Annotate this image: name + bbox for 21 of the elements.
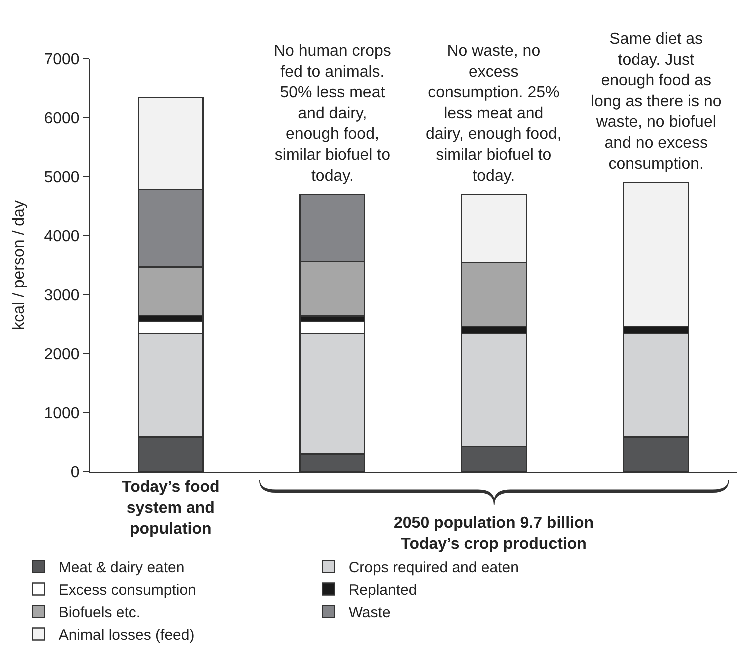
legend-label: Waste: [348, 604, 391, 622]
y-tick-label: 5000: [44, 170, 80, 187]
y-axis-title: kcal / person / day: [11, 200, 28, 330]
y-tick-label: 1000: [44, 406, 80, 423]
y-tick-label: 4000: [44, 228, 80, 246]
y-tick-label: 7000: [44, 52, 80, 69]
annotation: No human crops fed to animals. 50% less meat and dairy, enough food, similar biofuel to today.: [274, 43, 392, 185]
legend-label: Biofuels etc.: [58, 604, 141, 622]
y-tick-label: 6000: [44, 110, 80, 128]
legend-label: Animal losses (feed): [58, 627, 195, 644]
legend-label: Meat & dairy eaten: [58, 560, 185, 577]
y-tick-label: 3000: [44, 288, 80, 305]
annotation: Same diet as today. Just enough food as long as there is no waste, no biofuel and no excess consumption.: [591, 31, 722, 173]
y-tick-label: 0: [70, 464, 80, 482]
x-tick-label: Today’s food system and population: [122, 479, 220, 538]
legend-label: Replanted: [348, 582, 418, 600]
text: 2050 population 9.7 billion Today’s crop production: [394, 515, 594, 553]
y-tick-label: 2000: [44, 346, 80, 364]
legend-label: Excess consumption: [58, 582, 196, 600]
annotation: No waste, no excess consumption. 25% less meat and dairy, enough food, similar biofuel to today.: [426, 43, 562, 185]
legend-label: Crops required and eaten: [348, 560, 519, 577]
